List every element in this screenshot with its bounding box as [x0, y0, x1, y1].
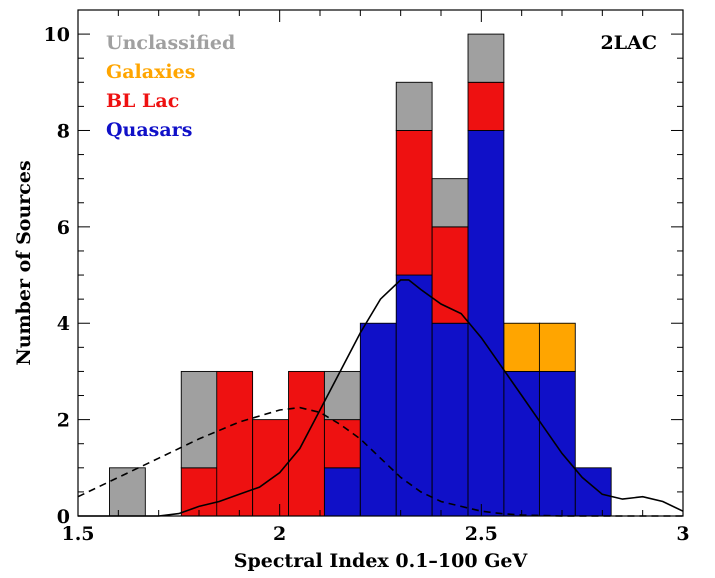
bar-quasars	[467, 130, 505, 517]
y-tick-label: 4	[57, 313, 70, 335]
annotation-label: 2LAC	[601, 32, 657, 54]
bar-bl-lac	[431, 226, 469, 324]
x-tick-label: 2.5	[465, 523, 498, 545]
y-tick-label: 6	[57, 217, 70, 239]
axis-ticks	[77, 10, 684, 517]
bar-quasars	[359, 322, 397, 517]
x-tick-label: 1.5	[61, 523, 94, 545]
solid-density-curve	[78, 279, 684, 517]
bar-bl-lac	[180, 467, 218, 517]
dashed-density-curve	[77, 406, 683, 517]
bar-galaxies	[538, 322, 576, 372]
y-axis-label: Number of Sources	[13, 160, 35, 365]
legend: Unclassified Galaxies BL Lac Quasars	[106, 32, 235, 141]
bar-quasars	[538, 370, 576, 517]
bar-bl-lac	[288, 370, 325, 517]
legend-entry-galaxies: Galaxies	[106, 61, 195, 83]
bar-unclassified	[109, 467, 146, 517]
x-tick-label: 2	[273, 523, 286, 545]
y-tick-label: 0	[57, 506, 70, 528]
plot-frame	[77, 9, 684, 517]
y-tick-label: 10	[44, 24, 70, 46]
bar-bl-lac	[252, 419, 289, 517]
legend-entry-bl-lac: BL Lac	[106, 90, 179, 112]
bar-galaxies	[503, 322, 541, 372]
density-curves	[77, 279, 684, 517]
x-tick-label: 3	[676, 523, 689, 545]
y-tick-label: 8	[57, 120, 70, 142]
bar-unclassified	[323, 370, 361, 421]
bar-bl-lac	[467, 81, 505, 131]
bar-bl-lac	[323, 419, 361, 469]
bar-quasars	[431, 322, 469, 517]
bar-unclassified	[431, 178, 469, 228]
y-tick-label: 2	[57, 410, 70, 432]
bar-quasars	[503, 370, 541, 517]
bar-quasars	[395, 274, 433, 517]
bar-unclassified	[467, 33, 505, 83]
legend-entry-unclassified: Unclassified	[106, 32, 235, 54]
x-axis-label: Spectral Index 0.1–100 GeV	[234, 550, 529, 572]
bar-bl-lac	[395, 130, 433, 276]
bar-quasars	[323, 467, 361, 517]
histogram-bars	[109, 33, 612, 517]
tick-labels: 1.5 2 2.5 3 0 2 4 6 8 10	[44, 24, 690, 545]
bar-unclassified	[395, 81, 433, 131]
bar-unclassified	[180, 370, 218, 469]
bar-bl-lac	[216, 370, 254, 517]
legend-entry-quasars: Quasars	[106, 119, 192, 141]
